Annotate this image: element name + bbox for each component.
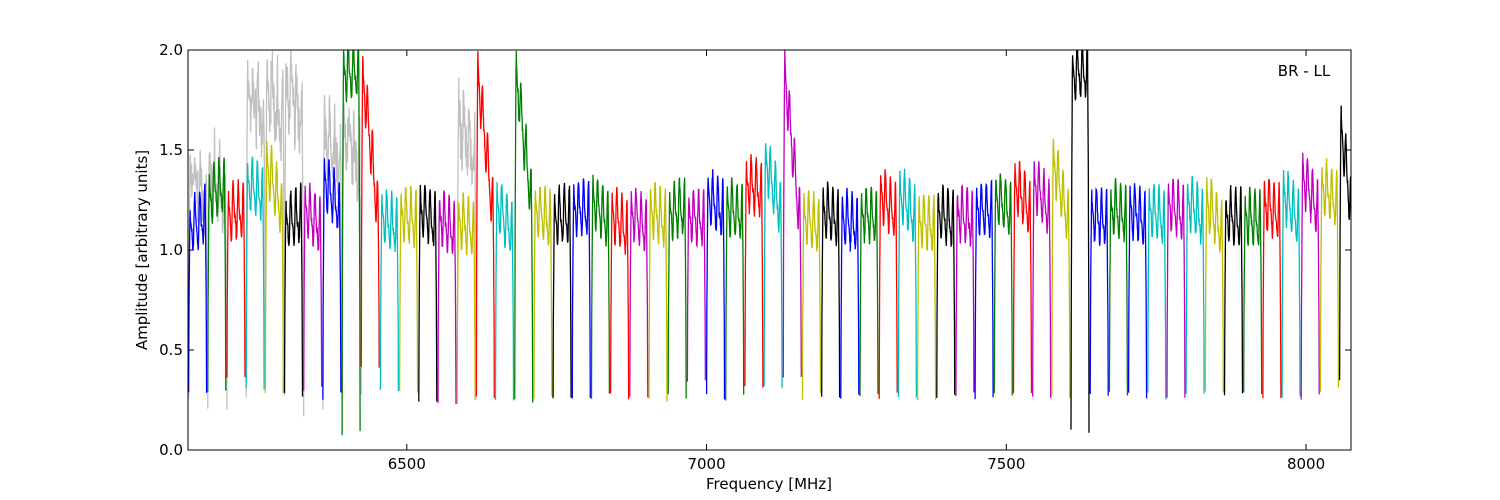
channel-line <box>1127 183 1148 399</box>
channel-line <box>782 50 802 378</box>
flagged-channel-line <box>456 77 478 393</box>
x-axis-ticks: 6500 7000 7500 8000 <box>388 50 1325 473</box>
channel-line <box>916 194 937 401</box>
channel-line <box>1147 184 1167 400</box>
channel-line <box>1204 177 1224 393</box>
y-tick-label: 0.5 <box>159 341 183 359</box>
x-tick-label: 6500 <box>388 455 426 473</box>
channel-line <box>226 179 246 378</box>
channel-line <box>571 178 591 399</box>
channel-line <box>821 181 841 398</box>
channel-line <box>245 156 265 390</box>
channel-line <box>188 183 208 393</box>
channel-line <box>667 177 687 399</box>
channel-line <box>207 156 227 393</box>
channel-line <box>725 177 745 401</box>
channel-line <box>878 169 898 399</box>
channel-line <box>360 56 380 368</box>
baseline-annotation: BR - LL <box>1278 62 1331 80</box>
channel-line <box>1070 50 1090 433</box>
channel-line <box>398 185 419 393</box>
channel-line <box>936 184 956 398</box>
channel-line <box>264 140 284 393</box>
channel-line <box>763 143 783 389</box>
channel-line <box>1281 169 1301 398</box>
y-axis-ticks: 0.0 0.5 1.0 1.5 2.0 <box>159 41 1351 459</box>
channel-line <box>1051 139 1071 398</box>
x-tick-label: 8000 <box>1287 455 1325 473</box>
channel-line <box>533 185 553 400</box>
channel-line <box>475 50 495 399</box>
x-tick-label: 7500 <box>987 455 1025 473</box>
channel-line <box>322 158 342 400</box>
x-tick-label: 7000 <box>687 455 725 473</box>
channel-line <box>1300 152 1320 400</box>
flagged-channel-line <box>283 50 305 417</box>
flagged-channel-line <box>322 94 343 410</box>
channel-line <box>801 190 822 400</box>
x-axis-label: Frequency [MHz] <box>706 475 832 493</box>
channel-line <box>1166 178 1186 398</box>
y-tick-label: 2.0 <box>159 41 183 59</box>
channel-line <box>418 184 438 402</box>
flagged-channel-line <box>341 103 362 395</box>
flagged-data-layer <box>188 50 478 417</box>
channel-line <box>283 182 304 397</box>
channel-line <box>379 189 400 392</box>
channel-line <box>1032 161 1052 399</box>
channel-line <box>1319 158 1340 393</box>
channel-line <box>494 182 515 401</box>
channel-line <box>1108 178 1129 396</box>
channel-line <box>993 173 1013 396</box>
channel-line <box>1243 186 1263 395</box>
channel-line <box>705 169 726 400</box>
channel-line <box>514 50 534 403</box>
channel-line <box>552 182 572 399</box>
channel-line <box>456 192 476 404</box>
channel-line <box>1262 179 1282 399</box>
flagged-channel-line <box>245 59 266 398</box>
channel-series-layer <box>188 50 1351 436</box>
channel-line <box>437 190 457 405</box>
channel-line <box>897 168 918 398</box>
channel-line <box>744 154 764 388</box>
channel-line <box>609 186 630 400</box>
y-tick-label: 0.0 <box>159 441 183 459</box>
channel-line <box>303 182 323 391</box>
channel-line <box>686 188 707 382</box>
channel-line <box>629 187 649 398</box>
flagged-channel-line <box>264 50 286 396</box>
channel-line <box>859 186 879 397</box>
channel-line <box>955 183 975 397</box>
channel-line <box>840 187 860 399</box>
channel-line <box>974 178 994 400</box>
channel-line <box>341 50 361 436</box>
channel-line <box>1223 185 1244 396</box>
y-tick-label: 1.0 <box>159 241 183 259</box>
channel-line <box>1012 160 1033 394</box>
channel-line <box>1089 187 1109 396</box>
channel-line <box>1185 175 1205 394</box>
y-tick-label: 1.5 <box>159 141 183 159</box>
channel-line <box>1338 105 1351 381</box>
flagged-channel-line <box>207 127 228 410</box>
channel-line <box>590 174 611 399</box>
channel-line <box>648 181 668 402</box>
y-axis-label: Amplitude [arbitrary units] <box>133 150 151 350</box>
